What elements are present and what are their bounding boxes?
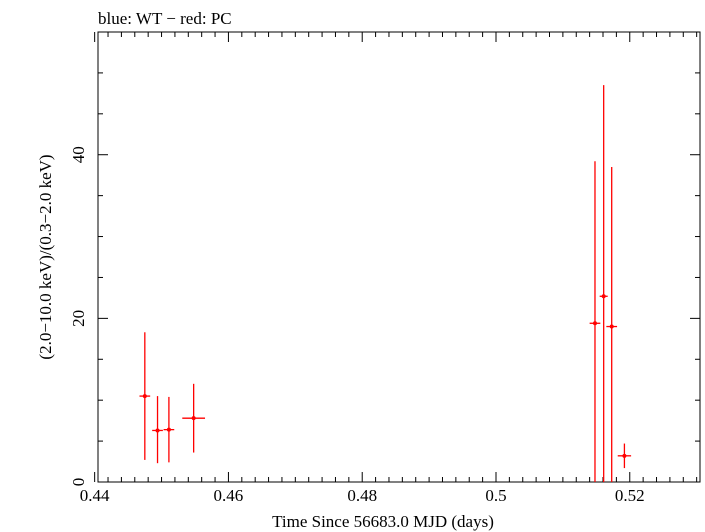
data-point: [182, 383, 206, 453]
data-point: [606, 167, 618, 482]
x-tick-label: 0.48: [347, 486, 377, 505]
y-tick-label: 40: [69, 146, 88, 163]
point-marker: [592, 321, 597, 326]
plot-frame: [97, 31, 701, 483]
data-points: [139, 85, 632, 482]
point-marker: [191, 416, 196, 421]
x-tick-label: 0.44: [80, 486, 110, 505]
data-point: [152, 396, 163, 464]
axis-ticks: 0.44 0.46 0.48 0.5 0.52 0 20 40: [69, 31, 700, 505]
data-point: [589, 161, 601, 482]
point-marker: [142, 394, 147, 399]
x-tick-label: 0.52: [615, 486, 645, 505]
point-marker: [601, 294, 606, 299]
point-marker: [609, 324, 614, 329]
point-marker: [166, 427, 171, 432]
x-tick-label: 0.5: [485, 486, 506, 505]
data-point: [139, 332, 151, 460]
data-point: [617, 443, 632, 469]
point-marker: [622, 453, 627, 458]
x-axis-label: Time Since 56683.0 MJD (days): [272, 512, 494, 531]
y-tick-label: 0: [69, 478, 88, 487]
y-tick-label: 20: [69, 310, 88, 327]
data-point: [599, 85, 608, 482]
chart-title: blue: WT − red: PC: [98, 9, 232, 28]
data-point: [163, 396, 175, 463]
point-marker: [155, 428, 160, 433]
y-axis-label: (2.0−10.0 keV)/(0.3−2.0 keV): [36, 154, 55, 359]
x-tick-label: 0.46: [214, 486, 244, 505]
